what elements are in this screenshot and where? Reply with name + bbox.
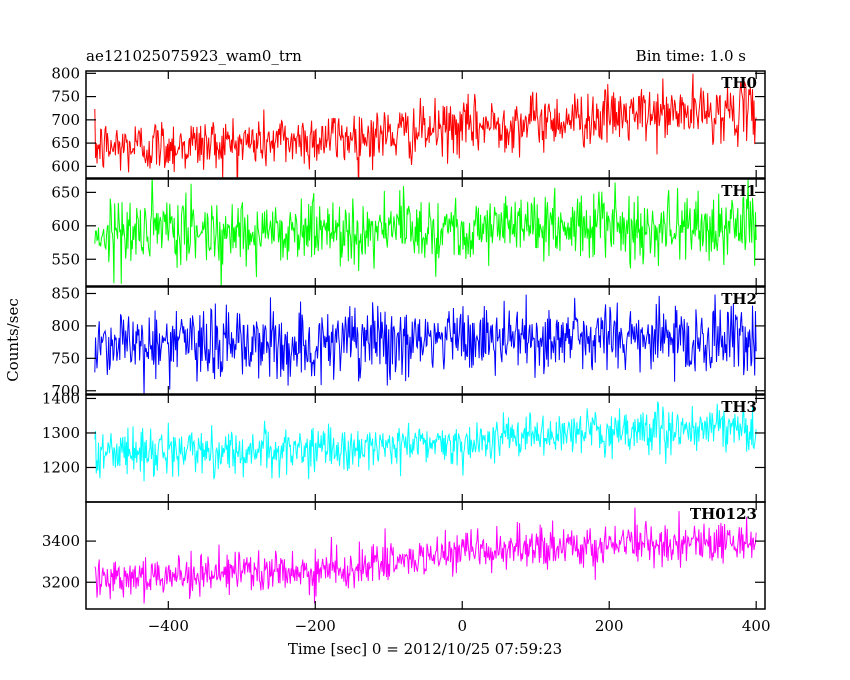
panel-label-th0123: TH0123 [690,505,757,523]
y-tick-label: 550 [51,250,80,268]
panel-frame [85,501,766,610]
y-tick-label: 3400 [42,532,80,550]
series-line-th2 [94,294,757,394]
panel-frame [85,286,766,395]
y-tick-label: 750 [51,88,80,106]
y-tick-label: 650 [51,134,80,152]
bin-time-label: Bin time: 1.0 s [636,47,746,65]
panel-label-th1: TH1 [721,182,757,200]
y-tick-label: 1400 [42,389,80,407]
panel-label-th0: TH0 [721,74,757,92]
panel-th3: 1200 1300 1400 TH3 [42,389,766,503]
y-tick-label: 700 [51,111,80,129]
x-axis-label: Time [sec] 0 = 2012/10/25 07:59:23 [288,640,562,658]
panels-group: 600 650 700 750 800 TH0 550 600 650 TH1 700 750 800 8… [42,64,771,635]
panel-frame [85,70,766,179]
y-tick-label: 800 [51,64,80,82]
x-tick-label: 400 [742,617,771,635]
series-line-th3 [94,401,757,482]
y-tick-label: 1200 [42,458,80,476]
y-tick-label: 800 [51,317,80,335]
panel-th1: 550 600 650 TH1 [51,178,766,287]
y-tick-label: 600 [51,217,80,235]
x-tick-label: 200 [595,617,624,635]
y-tick-label: 600 [51,157,80,175]
panel-th2: 700 750 800 850 TH2 [51,284,766,400]
y-tick-label: 700 [51,382,80,400]
y-tick-label: 650 [51,183,80,201]
x-tick-label: −400 [148,617,189,635]
series-line-th0123 [94,507,757,604]
panel-th0: 600 650 700 750 800 TH0 [51,64,766,179]
panel-label-th3: TH3 [721,398,757,416]
series-line-th1 [94,179,757,286]
y-tick-label: 3200 [42,573,80,591]
y-axis-label: Counts/sec [4,298,22,382]
x-tick-label: 0 [457,617,467,635]
y-tick-label: 850 [51,284,80,302]
panel-frame [85,178,766,287]
y-tick-label: 1300 [42,424,80,442]
y-tick-label: 750 [51,349,80,367]
panel-label-th2: TH2 [721,290,757,308]
x-tick-label: −200 [295,617,336,635]
series-line-th0 [94,73,757,178]
panel-th0123: 3200 3400 TH0123 [42,501,766,610]
chart-title: ae121025075923_wam0_trn [86,47,302,65]
